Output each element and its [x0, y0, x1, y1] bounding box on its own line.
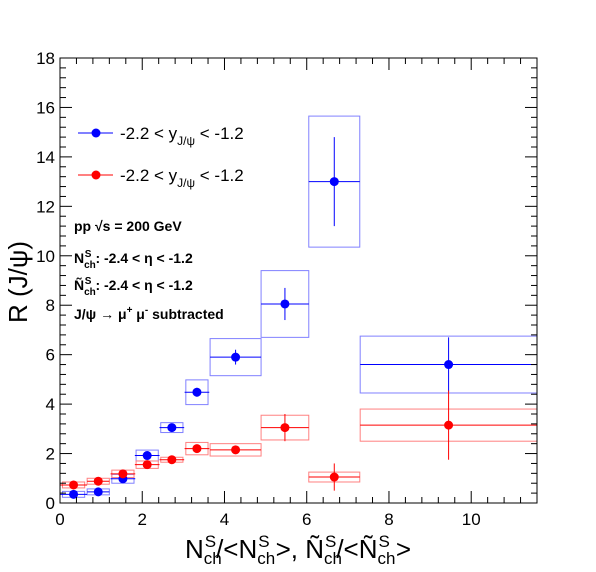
point-s1-p4 — [167, 455, 177, 465]
y-tick-label: 16 — [36, 98, 55, 117]
ticks — [59, 57, 538, 504]
x-tick-label: 8 — [384, 510, 393, 529]
point-s1-p5 — [192, 444, 202, 454]
point-s1-p1 — [93, 476, 103, 486]
point-s1-p2 — [118, 469, 128, 479]
point-s1-p0 — [69, 480, 79, 490]
point-s0-p3 — [142, 451, 152, 461]
plot-frame — [59, 57, 538, 504]
tick-labels: 0 2 4 6 8 10 12 14 16 18 0 2 4 6 8 10 — [36, 49, 481, 529]
y-tick-label: 2 — [46, 445, 55, 464]
y-tick-label: 10 — [36, 247, 55, 266]
annotations: pp √s = 200 GeV NchS: -2.4 < η < -1.2 Ñc… — [74, 218, 224, 322]
point-s0-p7 — [280, 299, 290, 309]
point-s0-p8 — [329, 177, 339, 187]
point-s0-p1 — [93, 487, 103, 497]
point-s0-p0 — [69, 489, 79, 499]
y-tick-label: 12 — [36, 197, 55, 216]
annotation-subtracted: J/ψ → μ+ μ- subtracted — [74, 305, 224, 322]
point-s0-p4 — [167, 423, 177, 433]
x-tick-label: 2 — [138, 510, 147, 529]
y-tick-label: 4 — [46, 395, 55, 414]
x-tick-label: 4 — [220, 510, 229, 529]
y-tick-label: 0 — [46, 494, 55, 513]
point-s1-p8 — [329, 472, 339, 482]
y-tick-label: 8 — [46, 296, 55, 315]
y-tick-label: 18 — [36, 49, 55, 68]
y-tick-label: 6 — [46, 346, 55, 365]
axes — [59, 57, 538, 504]
x-tick-label: 6 — [302, 510, 311, 529]
data-points — [69, 177, 454, 499]
point-s0-p9 — [444, 360, 454, 370]
annotation-collision: pp √s = 200 GeV — [74, 218, 182, 234]
point-s1-p3 — [142, 460, 152, 470]
annotation-nch-eta: NchS: -2.4 < η < -1.2 — [74, 249, 193, 271]
y-tick-label: 14 — [36, 148, 55, 167]
point-s1-p9 — [444, 420, 454, 430]
annotation-nch-tilde-eta: ÑchS: -2.4 < η < -1.2 — [74, 276, 193, 298]
x-axis-title: NchS/<NchS >, ÑchS/<ÑchS > — [185, 532, 411, 568]
point-s1-p7 — [280, 423, 290, 433]
point-s1-p6 — [231, 445, 241, 455]
point-s0-p5 — [192, 387, 202, 397]
x-tick-label: 10 — [462, 510, 481, 529]
x-tick-label: 0 — [55, 510, 64, 529]
y-axis-title: R (J/ψ) — [3, 241, 33, 323]
point-s0-p6 — [231, 352, 241, 362]
